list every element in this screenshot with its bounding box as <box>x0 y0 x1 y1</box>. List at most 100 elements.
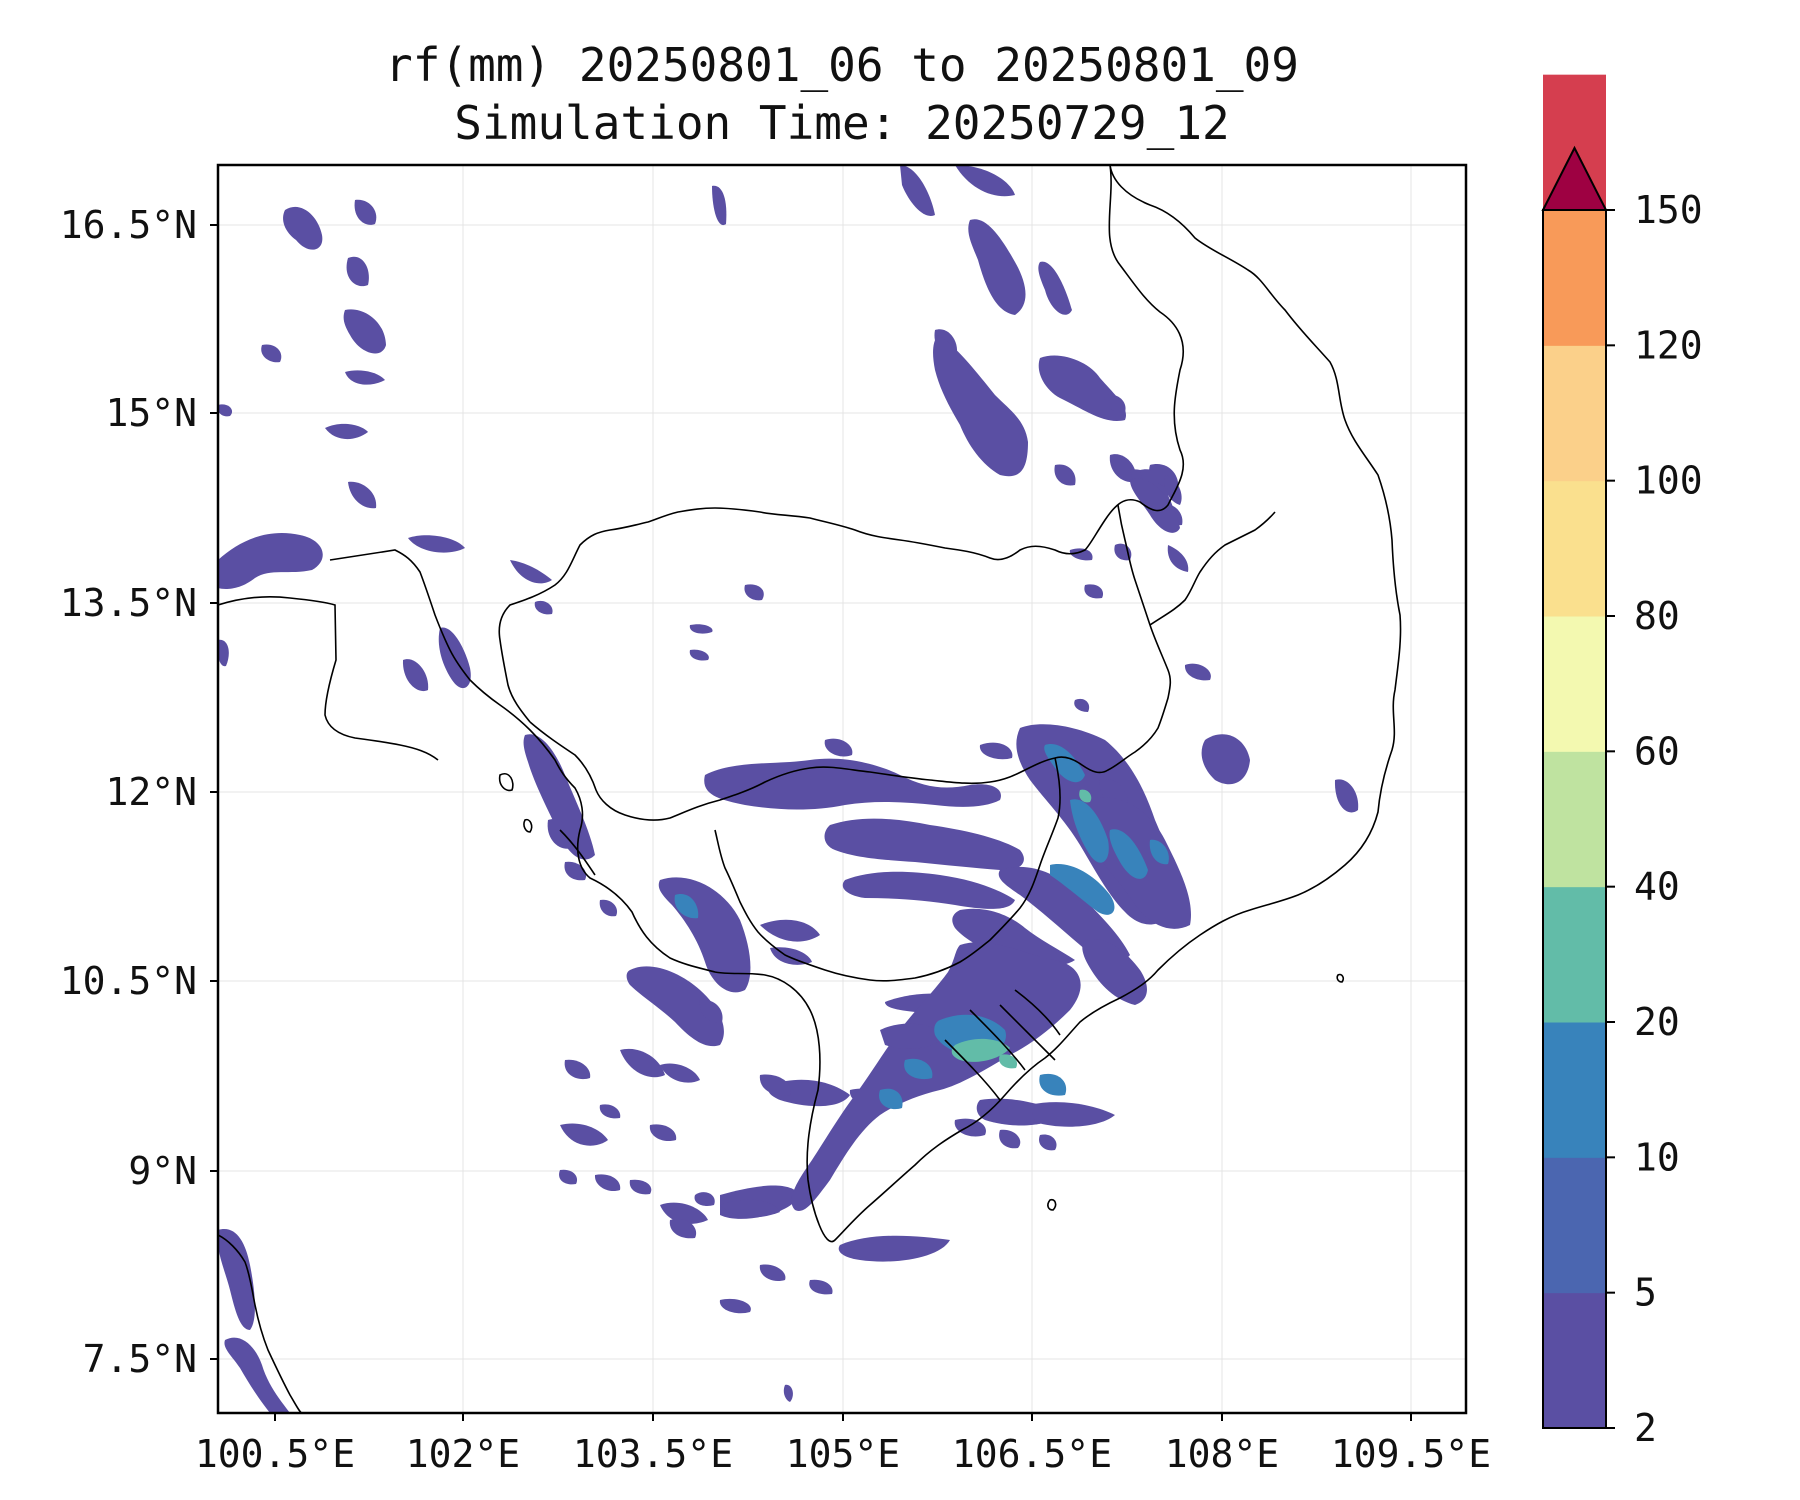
rain-cell-10-20 <box>879 1088 903 1110</box>
coastline-peninsula <box>218 1234 303 1413</box>
rain-cell <box>560 1123 608 1146</box>
x-tick-label: 102°E <box>406 1432 520 1476</box>
rain-cell <box>523 734 595 860</box>
rain-cell <box>218 1229 255 1330</box>
y-tick-label: 13.5°N <box>60 581 197 625</box>
rain-cell <box>1084 584 1104 599</box>
rain-cell <box>744 584 764 601</box>
rain-cell <box>689 649 709 661</box>
map-title-line1: rf(mm) 20250801_06 to 20250801_09 <box>385 38 1299 92</box>
rain-cell-10-20 <box>1070 799 1109 863</box>
rain-cell-20-40 <box>1079 789 1092 803</box>
colorbar-segment <box>1543 1292 1606 1429</box>
rain-cell <box>824 818 1024 871</box>
rain-cell <box>626 966 724 1047</box>
y-tick-label: 10.5°N <box>60 959 197 1003</box>
colorbar-label: 150 <box>1634 188 1703 232</box>
y-tick-label: 16.5°N <box>60 203 197 247</box>
colorbar-segment <box>1543 210 1606 346</box>
rain-cell <box>1334 779 1359 813</box>
rain-cell <box>599 899 618 917</box>
rain-cell <box>933 335 1028 477</box>
y-tick-label: 7.5°N <box>83 1337 197 1381</box>
x-tick-label: 105°E <box>786 1432 900 1476</box>
rain-cell <box>704 758 1001 810</box>
colorbar-label: 60 <box>1634 729 1680 773</box>
rain-cell <box>1109 454 1136 483</box>
rain-cell <box>218 404 233 417</box>
rain-cell <box>1164 475 1182 505</box>
rain-cell <box>218 532 323 589</box>
rain-cell <box>952 908 1075 967</box>
island <box>1336 973 1345 983</box>
rain-cell <box>999 1129 1021 1149</box>
delta-branch <box>999 1004 1056 1061</box>
rain-cell <box>564 1059 591 1080</box>
x-tick-label: 108°E <box>1165 1432 1279 1476</box>
rain-cell <box>649 1124 677 1142</box>
rain-cell <box>534 600 553 615</box>
rain-cell <box>968 219 1026 315</box>
y-tick-label: 15°N <box>105 391 197 435</box>
rain-cell <box>345 370 385 385</box>
rain-cell-20-40 <box>951 1038 1010 1062</box>
rainfall-field <box>218 165 1359 1413</box>
rain-cell <box>346 256 369 287</box>
island <box>498 773 514 792</box>
colorbar-label: 120 <box>1634 323 1703 367</box>
island <box>523 818 533 833</box>
rain-cell <box>1039 1134 1057 1151</box>
rain-cell <box>824 738 853 757</box>
x-tick-label: 100.5°E <box>195 1432 355 1476</box>
colorbar-segment <box>1543 751 1606 888</box>
delta-branch <box>969 1009 1026 1071</box>
rain-cell <box>283 206 323 250</box>
rain-cell <box>594 1174 621 1192</box>
rain-cell <box>720 1199 780 1218</box>
rain-cell <box>408 535 465 553</box>
rain-cell <box>900 165 935 216</box>
x-axis: 100.5°E 102°E 103.5°E 105°E 106.5°E 108°E 109.… <box>195 1413 1491 1476</box>
rain-cell <box>842 871 1015 909</box>
island <box>1047 1198 1057 1211</box>
coastline <box>329 165 1402 1243</box>
colorbar-label: 80 <box>1634 594 1680 638</box>
rain-cell <box>1038 355 1126 421</box>
delta-branch <box>1014 989 1061 1036</box>
delta-branch <box>944 1039 1001 1101</box>
colorbar-segment <box>1543 1157 1606 1294</box>
rain-cell <box>759 1264 786 1282</box>
rain-cell <box>1069 548 1093 561</box>
rain-cell-10-20 <box>1109 829 1148 879</box>
country-border <box>714 757 1061 982</box>
colorbar-frame <box>1542 209 1607 1429</box>
colorbar-label: 2 <box>1634 1406 1657 1450</box>
rain-cell <box>783 1384 793 1402</box>
y-axis: 16.5°N 15°N 13.5°N 12°N 10.5°N 9°N 7.5°N <box>60 203 218 1381</box>
rain-cell <box>1167 545 1189 572</box>
colorbar-segment <box>1543 345 1606 482</box>
colorbar-label: 20 <box>1634 1000 1680 1044</box>
rain-cell <box>954 1118 986 1137</box>
rain-cell <box>1104 394 1126 413</box>
colorbar-label: 40 <box>1634 865 1680 909</box>
rain-cell <box>760 919 820 942</box>
rain-cell-10-20 <box>904 1058 933 1080</box>
rain-cell <box>343 309 386 354</box>
rain-cell <box>1082 939 1147 1005</box>
rain-cell <box>880 1023 945 1049</box>
country-border <box>529 504 1172 821</box>
rain-cell <box>224 1337 290 1413</box>
rain-cell-10-20 <box>674 894 699 919</box>
rain-cell <box>719 1298 751 1314</box>
rain-cell <box>759 1074 791 1096</box>
colorbar-segment <box>1543 1022 1606 1158</box>
rain-cell <box>354 199 377 225</box>
colorbar: 2 5 10 20 40 60 80 100 120 150 <box>1541 74 1703 1450</box>
map-panel <box>216 163 1468 1415</box>
rain-cell <box>620 1048 665 1078</box>
rain-cell <box>1184 663 1211 681</box>
rain-cell <box>402 659 429 692</box>
rain-cell <box>979 742 1013 760</box>
